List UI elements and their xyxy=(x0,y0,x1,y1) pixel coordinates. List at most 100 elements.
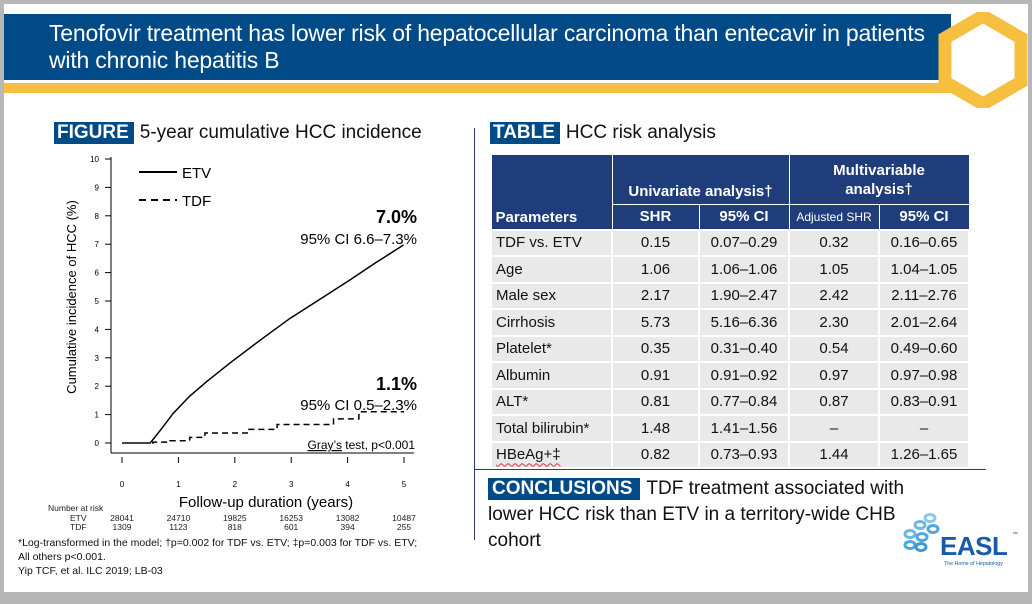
slide: Tenofovir treatment has lower risk of he… xyxy=(4,4,1028,592)
cell-multivariable-ci-text: 1.26–1.65 xyxy=(890,446,958,464)
etv-final-value: 7.0% xyxy=(376,207,417,227)
cell-shr-text: 2.17 xyxy=(640,287,671,305)
y-tick-label: 2 xyxy=(95,382,100,391)
table-title: HCC risk analysis xyxy=(565,122,716,143)
conclusions-tag: CONCLUSIONS xyxy=(488,478,641,500)
easl-tm: ™ xyxy=(1012,531,1018,538)
section-divider-vertical xyxy=(474,128,475,540)
cell-shr-text: 1.48 xyxy=(640,419,671,437)
slide-title: Tenofovir treatment has lower risk of he… xyxy=(49,20,925,73)
cell-shr: 0.91 xyxy=(611,361,700,390)
y-axis-label: Cumulative incidence of HCC (%) xyxy=(64,200,79,394)
cell-univariate-ci: 1.90–2.47 xyxy=(698,281,790,310)
cell-adjusted-shr-text: 0.32 xyxy=(819,234,849,252)
easl-logo: EASL ™ The Home of Hepatology xyxy=(903,513,1018,567)
cell-parameter: Cirrhosis xyxy=(490,308,613,337)
cell-univariate-ci-text: 0.77–0.84 xyxy=(710,393,778,411)
cell-parameter-text: Total bilirubin* xyxy=(496,419,590,437)
easl-wordmark: EASL xyxy=(940,531,1008,561)
cell-multivariable-ci: 0.97–0.98 xyxy=(878,361,970,390)
easl-hexagon-cluster-icon xyxy=(903,513,940,552)
cell-multivariable-ci: 2.01–2.64 xyxy=(878,308,970,337)
series-line-tdf xyxy=(122,411,404,444)
cell-adjusted-shr: 2.30 xyxy=(788,308,880,337)
cell-adjusted-shr-text: 2.30 xyxy=(819,313,849,331)
risk-count: 601 xyxy=(284,522,299,532)
x-tick-label: 1 xyxy=(176,480,181,489)
col-header-adjusted-shr: Adjusted SHR xyxy=(788,204,880,230)
cell-univariate-ci-text: 0.07–0.29 xyxy=(710,234,778,252)
table-heading: TABLE HCC risk analysis xyxy=(490,122,716,144)
table-row: Albumin 0.91 0.91–0.92 0.97 0.97–0.98 xyxy=(490,361,970,390)
cell-adjusted-shr: 0.54 xyxy=(788,334,880,363)
cell-univariate-ci: 0.07–0.29 xyxy=(698,228,790,257)
y-tick-label: 10 xyxy=(90,155,99,164)
cell-shr-text: 0.35 xyxy=(640,340,671,358)
table-row: Total bilirubin* 1.48 1.41–1.56 – – xyxy=(490,414,970,443)
cell-parameter: Male sex xyxy=(490,281,613,310)
figure-title: 5-year cumulative HCC incidence xyxy=(139,122,422,143)
gold-accent-bar xyxy=(4,83,951,93)
cell-adjusted-shr: 1.44 xyxy=(788,440,880,469)
col-header-parameters: Parameters xyxy=(490,154,613,230)
risk-count: 24710 xyxy=(166,513,191,523)
cell-multivariable-ci: 2.11–2.76 xyxy=(878,281,970,310)
cell-parameter-text: ALT* xyxy=(496,393,529,411)
x-tick-label: 3 xyxy=(289,480,294,489)
cell-shr: 0.35 xyxy=(611,334,700,363)
cell-parameter-text: Age xyxy=(496,260,523,278)
cell-parameter-text: Albumin xyxy=(496,366,551,384)
cell-parameter-text: TDF vs. ETV xyxy=(496,234,582,252)
title-bar: Tenofovir treatment has lower risk of he… xyxy=(4,14,951,80)
cell-shr: 1.48 xyxy=(611,414,700,443)
cell-shr-text: 0.82 xyxy=(640,446,671,464)
cell-univariate-ci-text: 0.31–0.40 xyxy=(710,340,778,358)
cell-parameter: Total bilirubin* xyxy=(490,414,613,443)
cell-multivariable-ci: 0.83–0.91 xyxy=(878,387,970,416)
citation: Yip TCF, et al. ILC 2019; LB-03 xyxy=(18,565,163,577)
cell-multivariable-ci-text: 0.49–0.60 xyxy=(890,340,958,358)
cell-univariate-ci: 1.41–1.56 xyxy=(698,414,790,443)
table-row: ALT* 0.81 0.77–0.84 0.87 0.83–0.91 xyxy=(490,387,970,416)
risk-count: 19825 xyxy=(222,513,247,523)
multivariable-line-2: analysis† xyxy=(845,180,913,198)
y-tick-label: 4 xyxy=(95,325,100,334)
cell-adjusted-shr: 0.32 xyxy=(788,228,880,257)
cell-multivariable-ci-text: 2.01–2.64 xyxy=(890,313,958,331)
group-header-multivariable: Multivariable analysis† xyxy=(788,154,970,205)
conclusions: CONCLUSIONS TDF treatment associated with… xyxy=(488,476,928,554)
chart-axes xyxy=(110,157,414,454)
footnote-line-2: All others p<0.001. xyxy=(18,551,106,563)
x-axis-label: Follow-up duration (years) xyxy=(179,494,353,511)
risk-count: 818 xyxy=(227,522,242,532)
table-row: Cirrhosis 5.73 5.16–6.36 2.30 2.01–2.64 xyxy=(490,308,970,337)
table-row: Platelet* 0.35 0.31–0.40 0.54 0.49–0.60 xyxy=(490,334,970,363)
cell-univariate-ci: 5.16–6.36 xyxy=(698,308,790,337)
cell-multivariable-ci: 1.26–1.65 xyxy=(878,440,970,469)
y-tick-label: 5 xyxy=(95,297,100,306)
easl-tagline: The Home of Hepatology xyxy=(944,561,1003,567)
x-tick-label: 0 xyxy=(120,480,125,489)
cell-adjusted-shr: 1.05 xyxy=(788,255,880,284)
cell-multivariable-ci: 1.04–1.05 xyxy=(878,255,970,284)
footnotes: *Log-transformed in the model; †p=0.002 … xyxy=(18,536,417,578)
cell-multivariable-ci: – xyxy=(878,414,970,443)
tdf-final-value: 1.1% xyxy=(376,374,417,394)
tdf-ci: 95% CI 0.5–2.3% xyxy=(300,397,417,414)
table-row: HBeAg+‡ 0.82 0.73–0.93 1.44 1.26–1.65 xyxy=(490,440,970,469)
col-header-multivariable-ci: 95% CI xyxy=(878,204,970,230)
multivariable-line-1: Multivariable xyxy=(833,161,925,179)
cumulative-incidence-chart: 0 1 2 3 4 5 6 7 8 9 10 0 1 2 3 4 5 Cumulative incidence … xyxy=(64,155,417,511)
cell-univariate-ci-text: 5.16–6.36 xyxy=(710,313,778,331)
y-tick-label: 7 xyxy=(95,240,100,249)
cell-multivariable-ci-text: 1.04–1.05 xyxy=(890,260,958,278)
col-header-univariate-ci: 95% CI xyxy=(698,204,790,230)
x-tick-label: 4 xyxy=(345,480,350,489)
cell-univariate-ci: 0.91–0.92 xyxy=(698,361,790,390)
cell-parameter-text: Platelet* xyxy=(496,340,552,358)
cell-multivariable-ci-text: 2.11–2.76 xyxy=(891,287,957,305)
cell-parameter: Platelet* xyxy=(490,334,613,363)
table-row: Male sex 2.17 1.90–2.47 2.42 2.11–2.76 xyxy=(490,281,970,310)
col-header-shr: SHR xyxy=(611,204,700,230)
cell-parameter: Age xyxy=(490,255,613,284)
